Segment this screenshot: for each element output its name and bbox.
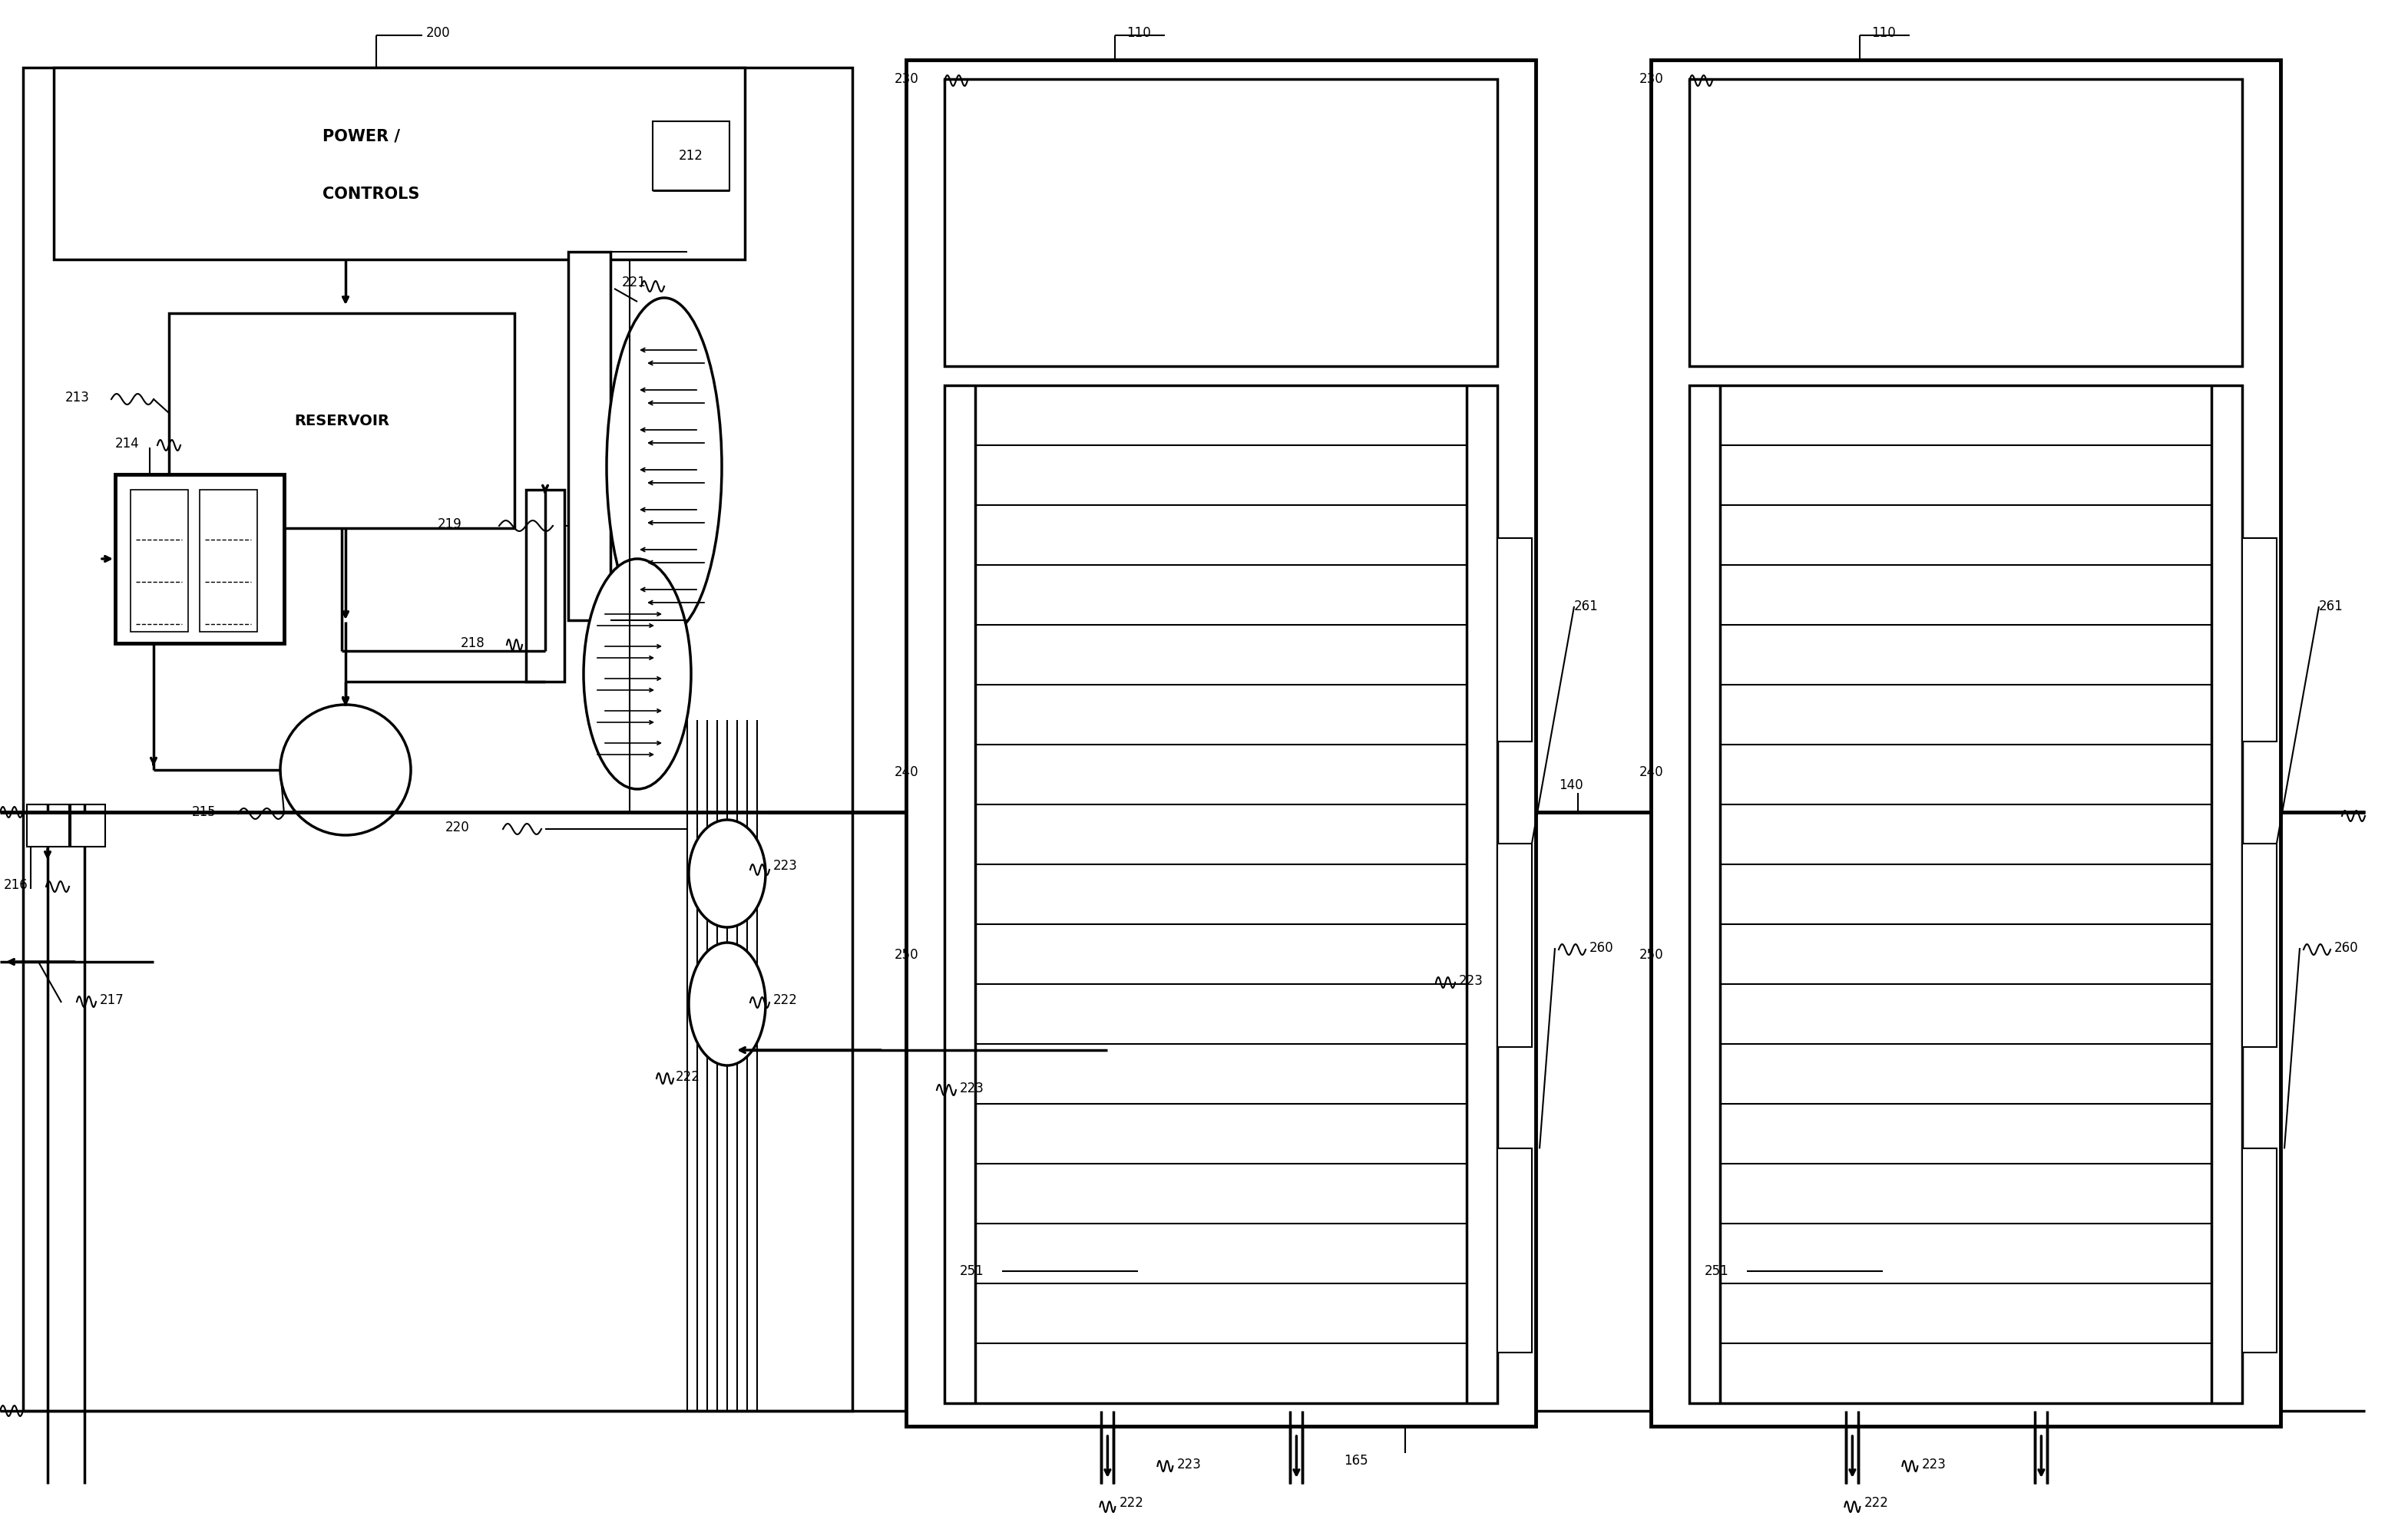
Text: 250: 250 <box>893 948 920 963</box>
Text: 213: 213 <box>65 391 89 404</box>
Bar <box>525 490 563 682</box>
Bar <box>944 79 1498 366</box>
Text: 223: 223 <box>1178 1457 1202 1471</box>
Text: 216: 216 <box>5 877 29 893</box>
Text: 165: 165 <box>1344 1454 1368 1468</box>
Text: 140: 140 <box>1558 778 1582 792</box>
Text: 215: 215 <box>193 806 217 819</box>
Bar <box>653 121 730 191</box>
Bar <box>24 67 852 1412</box>
Text: 220: 220 <box>445 821 470 835</box>
Text: 240: 240 <box>1640 765 1664 778</box>
Bar <box>2242 1149 2276 1352</box>
Text: CONTROLS: CONTROLS <box>323 186 419 201</box>
Text: 217: 217 <box>99 993 125 1007</box>
Text: 110: 110 <box>1127 26 1151 40</box>
Bar <box>905 60 1536 1427</box>
Text: 212: 212 <box>679 150 703 163</box>
Ellipse shape <box>689 943 766 1065</box>
Text: 223: 223 <box>1922 1457 1946 1471</box>
Text: 250: 250 <box>1640 948 1664 963</box>
Text: 251: 251 <box>961 1264 985 1277</box>
Bar <box>1498 1149 1531 1352</box>
Text: 214: 214 <box>116 436 140 450</box>
Text: 230: 230 <box>1640 72 1664 85</box>
Text: 240: 240 <box>893 765 920 778</box>
Bar <box>2242 844 2276 1047</box>
Ellipse shape <box>607 298 722 635</box>
Text: 222: 222 <box>1120 1495 1144 1509</box>
Bar <box>1498 537 1531 742</box>
Bar <box>944 385 1498 1404</box>
Bar <box>1690 79 2242 366</box>
Text: 223: 223 <box>961 1082 985 1096</box>
Text: 223: 223 <box>773 859 797 873</box>
Bar <box>2242 537 2276 742</box>
Ellipse shape <box>689 819 766 928</box>
Bar <box>53 67 744 259</box>
Circle shape <box>279 705 412 835</box>
Bar <box>200 490 258 632</box>
Text: 222: 222 <box>677 1070 701 1083</box>
Bar <box>169 313 515 528</box>
Text: 222: 222 <box>773 993 797 1007</box>
Bar <box>116 475 284 644</box>
Text: 223: 223 <box>1459 974 1483 987</box>
Text: RESERVOIR: RESERVOIR <box>294 414 390 427</box>
Text: 222: 222 <box>1864 1495 1888 1509</box>
Text: 261: 261 <box>2319 600 2343 613</box>
Ellipse shape <box>583 559 691 789</box>
Bar <box>26 804 70 847</box>
Bar <box>70 804 106 847</box>
Text: 260: 260 <box>2333 942 2357 955</box>
Text: 261: 261 <box>1575 600 1599 613</box>
Text: 219: 219 <box>438 517 462 531</box>
Bar <box>1690 385 2242 1404</box>
Text: 221: 221 <box>621 276 645 290</box>
Bar <box>1652 60 2280 1427</box>
Bar <box>130 490 188 632</box>
Bar <box>568 252 612 620</box>
Text: 251: 251 <box>1705 1264 1729 1277</box>
Text: 218: 218 <box>460 636 484 650</box>
Text: 110: 110 <box>1871 26 1895 40</box>
Text: POWER /: POWER / <box>323 130 400 145</box>
Text: 230: 230 <box>893 72 920 85</box>
Text: 260: 260 <box>1589 942 1613 955</box>
Text: 200: 200 <box>426 26 450 40</box>
Bar <box>1498 844 1531 1047</box>
